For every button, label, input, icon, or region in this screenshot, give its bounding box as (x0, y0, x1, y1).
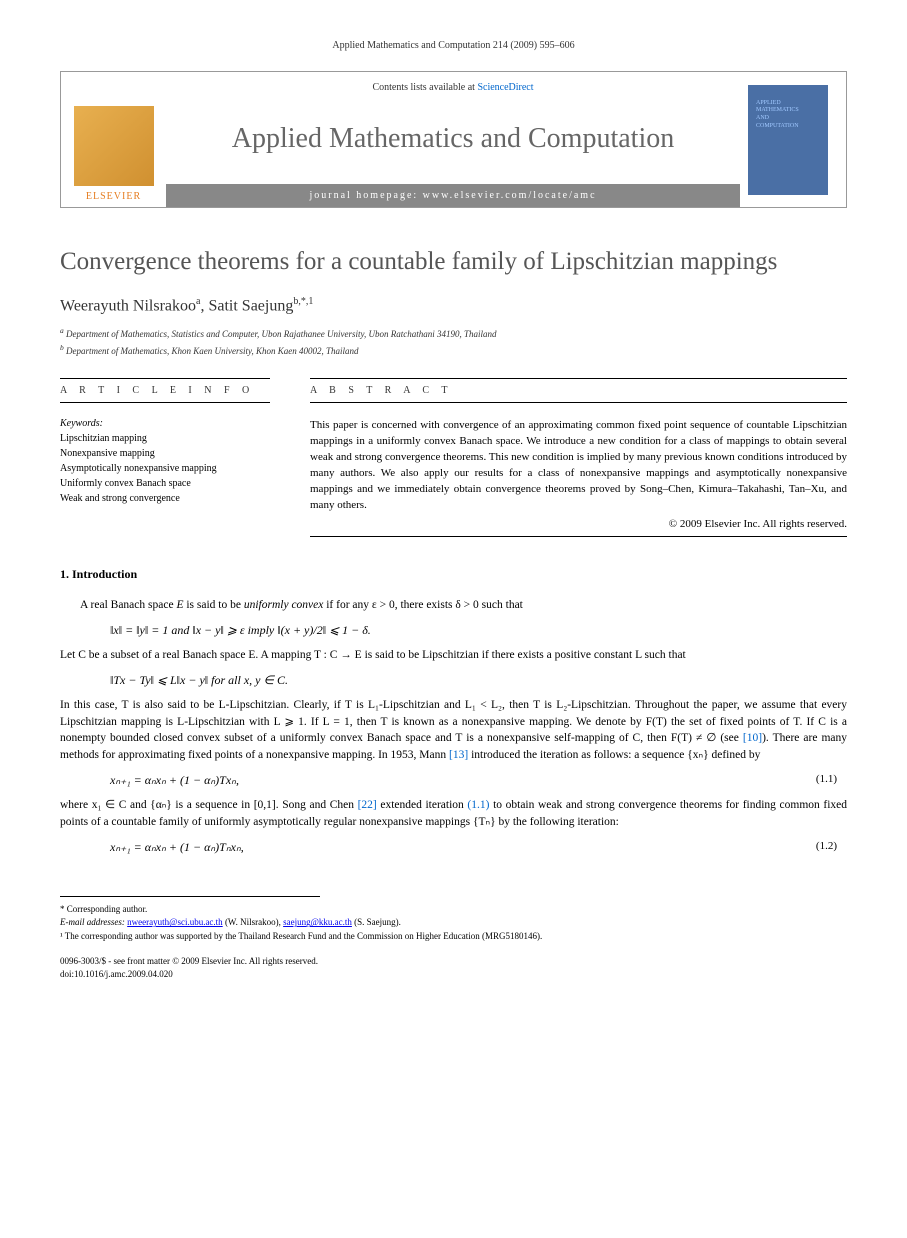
citation-link-22[interactable]: [22] (358, 799, 377, 811)
affiliations: a Department of Mathematics, Statistics … (60, 325, 847, 358)
article-info-header: A R T I C L E I N F O (60, 378, 270, 403)
affiliation-b: b Department of Mathematics, Khon Kaen U… (60, 342, 847, 359)
equation-display: xₙ₊₁ = αₙxₙ + (1 − αₙ)Tₙxₙ, (110, 839, 816, 856)
cover-text-1: APPLIED (756, 100, 781, 106)
citation-link-10[interactable]: [10] (743, 732, 762, 744)
affiliation-a: a Department of Mathematics, Statistics … (60, 325, 847, 342)
email-link-2[interactable]: saejung@kku.ac.th (283, 917, 352, 927)
body-text: A real Banach space E is said to be unif… (60, 597, 847, 856)
author-1-sup: a (196, 296, 200, 307)
article-info-column: A R T I C L E I N F O Keywords: Lipschit… (60, 378, 270, 537)
equation-number: (1.2) (816, 839, 837, 855)
cover-thumbnail-cell: APPLIED MATHEMATICS AND COMPUTATION (740, 72, 846, 207)
keyword-item: Asymptotically nonexpansive mapping (60, 461, 270, 476)
running-head: Applied Mathematics and Computation 214 … (60, 40, 847, 51)
footnotes-rule (60, 896, 320, 903)
copyright-line: © 2009 Elsevier Inc. All rights reserved… (310, 518, 847, 530)
abstract-header: A B S T R A C T (310, 378, 847, 403)
author-1: Weerayuth Nilsrakoo (60, 297, 196, 314)
article-title: Convergence theorems for a countable fam… (60, 248, 847, 276)
keyword-item: Nonexpansive mapping (60, 446, 270, 461)
journal-header-box: ELSEVIER Contents lists available at Sci… (60, 71, 847, 208)
paragraph: In this case, T is also said to be L-Lip… (60, 697, 847, 764)
equation-ref-1-1[interactable]: (1.1) (467, 799, 489, 811)
journal-homepage-bar: journal homepage: www.elsevier.com/locat… (166, 184, 740, 207)
email-addresses-line: E-mail addresses: nweerayuth@sci.ubu.ac.… (60, 916, 847, 930)
paragraph: A real Banach space E is said to be unif… (60, 597, 847, 614)
cover-text-4: COMPUTATION (756, 123, 799, 129)
journal-name: Applied Mathematics and Computation (166, 123, 740, 155)
publisher-logo-cell: ELSEVIER (61, 72, 166, 207)
equation-display: xₙ₊₁ = αₙxₙ + (1 − αₙ)Txₙ, (110, 772, 816, 789)
corresponding-author-note: * Corresponding author. (60, 903, 847, 917)
equation-number: (1.1) (816, 772, 837, 788)
author-2: Satit Saejung (208, 297, 293, 314)
sciencedirect-link[interactable]: ScienceDirect (477, 82, 533, 93)
authors-line: Weerayuth Nilsrakooa, Satit Saejungb,*,1 (60, 296, 847, 315)
citation-link-13[interactable]: [13] (449, 749, 468, 761)
journal-cover-icon: APPLIED MATHEMATICS AND COMPUTATION (748, 85, 828, 195)
doi-line: doi:10.1016/j.amc.2009.04.020 (60, 968, 847, 981)
elsevier-tree-icon (74, 106, 154, 186)
abstract-column: A B S T R A C T This paper is concerned … (310, 378, 847, 537)
funding-note: ¹ The corresponding author was supported… (60, 930, 847, 944)
section-1-heading: 1. Introduction (60, 567, 847, 582)
doi-block: 0096-3003/$ - see front matter © 2009 El… (60, 955, 847, 980)
paragraph: Let C be a subset of a real Banach space… (60, 647, 847, 664)
email-link-1[interactable]: nweerayuth@sci.ubu.ac.th (127, 917, 223, 927)
front-matter-line: 0096-3003/$ - see front matter © 2009 El… (60, 955, 847, 968)
contents-prefix: Contents lists available at (372, 82, 477, 93)
abstract-text: This paper is concerned with convergence… (310, 418, 847, 514)
equation-display: ‖x‖ = ‖y‖ = 1 and ‖x − y‖ ⩾ ε imply ‖(x … (110, 622, 847, 639)
keyword-item: Weak and strong convergence (60, 491, 270, 506)
keywords-list: Lipschitzian mapping Nonexpansive mappin… (60, 431, 270, 506)
footnotes: * Corresponding author. E-mail addresses… (60, 903, 847, 944)
equation-display: ‖Tx − Ty‖ ⩽ L‖x − y‖ for all x, y ∈ C. (110, 672, 847, 689)
author-2-sup: b,*,1 (293, 296, 313, 307)
keyword-item: Uniformly convex Banach space (60, 476, 270, 491)
cover-text-2: MATHEMATICS (756, 107, 799, 113)
paragraph: where x₁ ∈ C and {αₙ} is a sequence in [… (60, 797, 847, 830)
contents-available-line: Contents lists available at ScienceDirec… (166, 82, 740, 93)
publisher-name: ELSEVIER (86, 191, 141, 202)
keywords-label: Keywords: (60, 418, 270, 429)
cover-text-3: AND (756, 115, 769, 121)
keyword-item: Lipschitzian mapping (60, 431, 270, 446)
